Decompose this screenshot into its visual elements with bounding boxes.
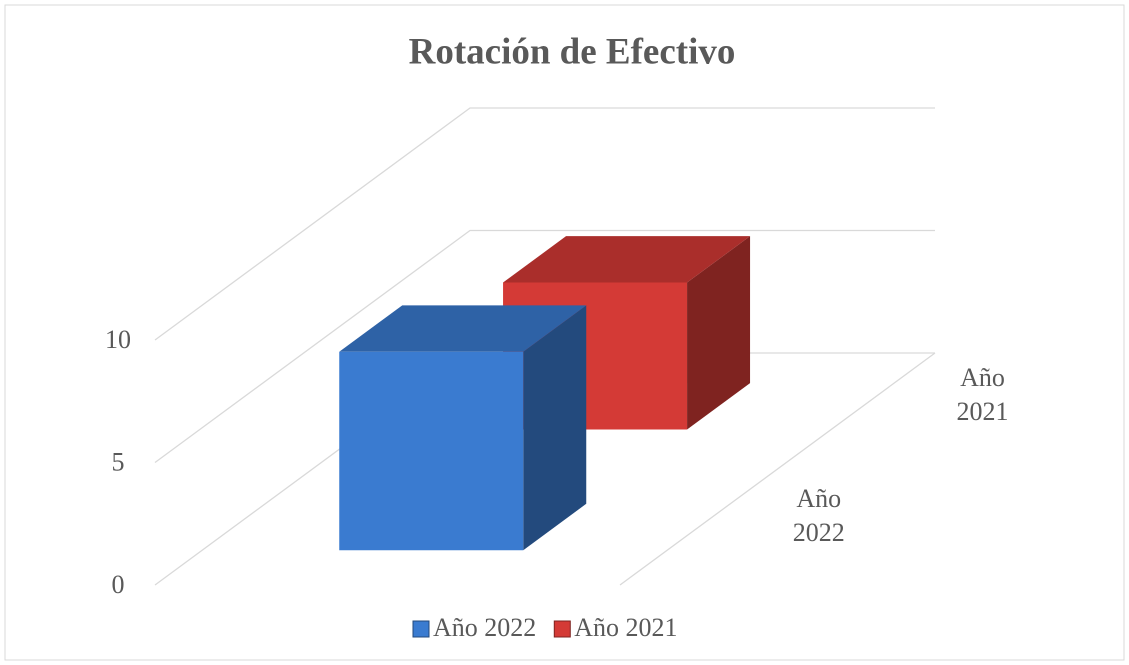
legend-label: Año 2022: [433, 613, 536, 642]
chart-title: Rotación de Efectivo: [409, 31, 736, 72]
bar-top: [503, 236, 751, 283]
bar-side: [687, 236, 751, 430]
y-tick-label: 10: [105, 325, 131, 354]
floor-edge: [619, 352, 936, 586]
grid-line: [154, 229, 935, 464]
legend-swatch: [553, 620, 571, 638]
legend-swatch: [412, 620, 430, 638]
y-tick-label: 5: [112, 447, 125, 476]
depth-label: Año 2022: [792, 484, 845, 547]
legend-label: Año 2021: [574, 613, 677, 642]
bar: [339, 305, 587, 551]
bar-front: [339, 351, 524, 551]
y-tick-label: 0: [112, 570, 125, 599]
grid-line: [154, 107, 935, 341]
bar-top: [339, 305, 587, 352]
depth-label: Año 2021: [956, 363, 1009, 427]
bar-side: [523, 305, 587, 551]
